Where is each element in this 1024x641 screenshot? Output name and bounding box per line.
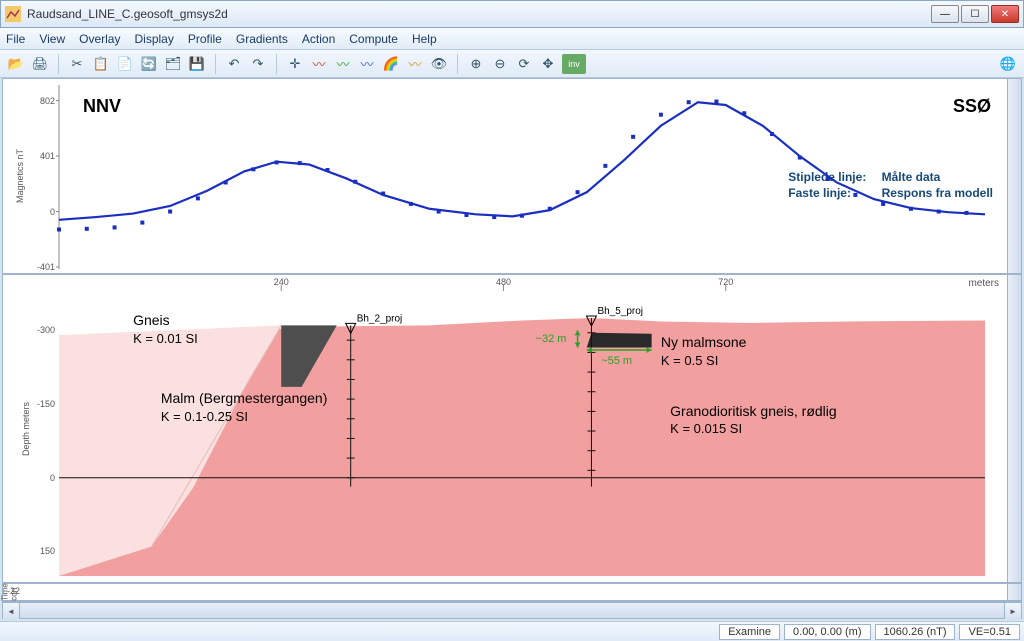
menu-action[interactable]: Action — [302, 32, 335, 46]
spectrum-icon[interactable]: 🌈 — [381, 54, 401, 74]
paste-icon[interactable]: 📄 — [115, 54, 135, 74]
curve-blue-icon[interactable]: 〰 — [357, 54, 377, 74]
status-mode: Examine — [719, 624, 780, 640]
curve-orange-icon[interactable]: 〰 — [405, 54, 425, 74]
eye-icon[interactable]: 👁 — [429, 54, 449, 74]
window-title: Raudsand_LINE_C.geosoft_gmsys2d — [27, 7, 929, 21]
redo-icon[interactable]: ↷ — [248, 54, 268, 74]
menubar: File View Overlay Display Profile Gradients Ac… — [0, 28, 1024, 50]
label-ny-malmsone: Ny malmsoneK = 0.5 SI — [661, 333, 747, 369]
curve-red-icon[interactable]: 〰 — [309, 54, 329, 74]
menu-profile[interactable]: Profile — [188, 32, 222, 46]
menu-gradients[interactable]: Gradients — [236, 32, 288, 46]
status-ve: VE=0.51 — [959, 624, 1020, 640]
globe-icon[interactable]: 🌐 — [998, 54, 1018, 74]
undo-icon[interactable]: ↶ — [224, 54, 244, 74]
copy-icon[interactable]: 📋 — [91, 54, 111, 74]
save-icon[interactable]: 💾 — [187, 54, 207, 74]
label-granodioritisk-gneis-r-dlig: Granodioritisk gneis, rødligK = 0.015 SI — [670, 402, 837, 438]
menu-display[interactable]: Display — [134, 32, 173, 46]
vscroll-upper[interactable] — [1007, 79, 1021, 273]
menu-help[interactable]: Help — [412, 32, 437, 46]
vscroll-collapsed[interactable] — [1007, 584, 1021, 600]
pan-icon[interactable]: ✥ — [538, 54, 558, 74]
menu-file[interactable]: File — [6, 32, 25, 46]
maximize-button[interactable]: ☐ — [961, 5, 989, 23]
layers-icon[interactable]: 🗂 — [163, 54, 183, 74]
status-value: 1060.26 (nT) — [875, 624, 956, 640]
minimize-button[interactable]: — — [931, 5, 959, 23]
collapsed-panel: -22 Timecon — [3, 584, 1021, 602]
menu-overlay[interactable]: Overlay — [79, 32, 120, 46]
statusbar: Examine 0.00, 0.00 (m) 1060.26 (nT) VE=0… — [0, 621, 1024, 641]
svg-text:Bh_5_proj: Bh_5_proj — [597, 306, 643, 317]
zoom-out-icon[interactable]: ⊖ — [490, 54, 510, 74]
section-panel: Depth meters meters Bh_2_projBh_5_proj~3… — [3, 275, 1021, 584]
cursor-icon[interactable]: ✛ — [285, 54, 305, 74]
refresh-icon[interactable]: 🔄 — [139, 54, 159, 74]
hscroll[interactable] — [3, 602, 1021, 618]
app-icon — [5, 6, 21, 22]
vscroll-lower[interactable] — [1007, 275, 1021, 582]
main: Magnetics nT NNV SSØ Stiplede linje: Mål… — [2, 78, 1022, 619]
inv-icon[interactable]: inv — [562, 54, 586, 74]
menu-compute[interactable]: Compute — [349, 32, 398, 46]
magnetics-panel: Magnetics nT NNV SSØ Stiplede linje: Mål… — [3, 79, 1021, 275]
cut-icon[interactable]: ✂ — [67, 54, 87, 74]
time-label: Timecon — [1, 583, 19, 600]
titlebar: Raudsand_LINE_C.geosoft_gmsys2d — ☐ ✕ — [0, 0, 1024, 28]
curve-green-icon[interactable]: 〰 — [333, 54, 353, 74]
svg-text:Bh_2_proj: Bh_2_proj — [357, 313, 403, 324]
open-icon[interactable]: 📂 — [6, 54, 26, 74]
magnetics-chart — [3, 79, 1003, 275]
svg-text:~32 m: ~32 m — [536, 333, 567, 345]
zoom-in-icon[interactable]: ⊕ — [466, 54, 486, 74]
menu-view[interactable]: View — [39, 32, 65, 46]
zoom-extent-icon[interactable]: ⟳ — [514, 54, 534, 74]
svg-text:~55 m: ~55 m — [601, 355, 632, 367]
status-coord: 0.00, 0.00 (m) — [784, 624, 870, 640]
toolbar: 📂🖨✂📋📄🔄🗂💾↶↷✛〰〰〰🌈〰👁⊕⊖⟳✥inv🌐 — [0, 50, 1024, 78]
print-icon[interactable]: 🖨 — [30, 54, 50, 74]
label-gneis: GneisK = 0.01 SI — [133, 311, 198, 347]
close-button[interactable]: ✕ — [991, 5, 1019, 23]
label-malm-bergmestergangen-: Malm (Bergmestergangen)K = 0.1-0.25 SI — [161, 389, 328, 425]
